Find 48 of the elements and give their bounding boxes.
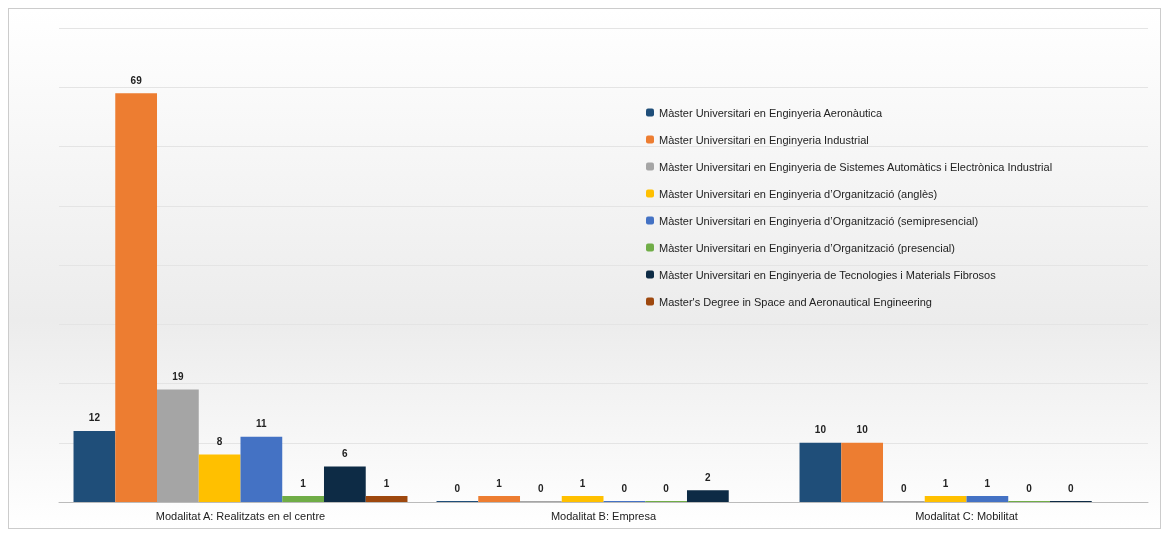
legend-label: Master's Degree in Space and Aeronautical Engineering (659, 295, 932, 308)
bar (323, 466, 366, 502)
data-label: 1 (383, 477, 390, 489)
data-label: 0 (1026, 482, 1033, 494)
bar (157, 389, 199, 502)
x-tick-label: Modalitat B: Empresa (550, 509, 657, 522)
bar (478, 496, 521, 502)
data-label: 0 (1068, 482, 1075, 494)
bar (198, 454, 241, 502)
legend-label: Màster Universitari en Enginyeria d’Organització (presencial) (659, 241, 955, 254)
bar (115, 93, 158, 502)
data-label: 69 (130, 74, 143, 86)
x-tick-label: Modalitat A: Realitzats en el centre (155, 509, 326, 522)
bar (966, 496, 1009, 502)
x-tick-label: Modalitat C: Mobilitat (915, 509, 1018, 522)
data-label: 1 (496, 477, 503, 489)
data-label: 0 (621, 482, 628, 494)
data-label: 12 (88, 412, 101, 424)
bar (841, 442, 884, 502)
bar (799, 442, 842, 502)
data-label: 1 (300, 477, 307, 489)
legend-label: Màster Universitari en Enginyeria de Sistemes Automàtics i Electrònica Industrial (659, 160, 1053, 173)
legend-label: Màster Universitari en Enginyeria Aeronàutica (659, 106, 884, 119)
bar (686, 490, 729, 502)
bar (365, 496, 408, 502)
data-label: 19 (172, 370, 184, 382)
legend-label: Màster Universitari en Enginyeria Industrial (659, 133, 869, 146)
bar (282, 496, 324, 502)
data-label: 10 (856, 424, 869, 436)
data-label: 1 (942, 477, 949, 489)
data-label: 2 (705, 471, 712, 483)
bar (561, 496, 604, 502)
data-label: 0 (454, 482, 461, 494)
data-label: 0 (538, 482, 545, 494)
bar (240, 436, 283, 502)
data-label: 6 (342, 447, 349, 459)
bar (73, 430, 116, 502)
legend-label: Màster Universitari en Enginyeria d’Organització (anglès) (659, 187, 938, 200)
data-label: 0 (901, 482, 908, 494)
data-label: 11 (256, 418, 268, 430)
data-label: 0 (663, 482, 670, 494)
data-label: 8 (216, 436, 223, 448)
bar (924, 496, 967, 502)
data-label: 1 (984, 477, 991, 489)
legend-label: Màster Universitari en Enginyeria d’Organització (semipresencial) (659, 214, 979, 227)
legend-label: Màster Universitari en Enginyeria de Tecnologies i Materials Fibrosos (659, 268, 997, 281)
data-label: 1 (579, 477, 586, 489)
data-label: 10 (814, 424, 827, 436)
